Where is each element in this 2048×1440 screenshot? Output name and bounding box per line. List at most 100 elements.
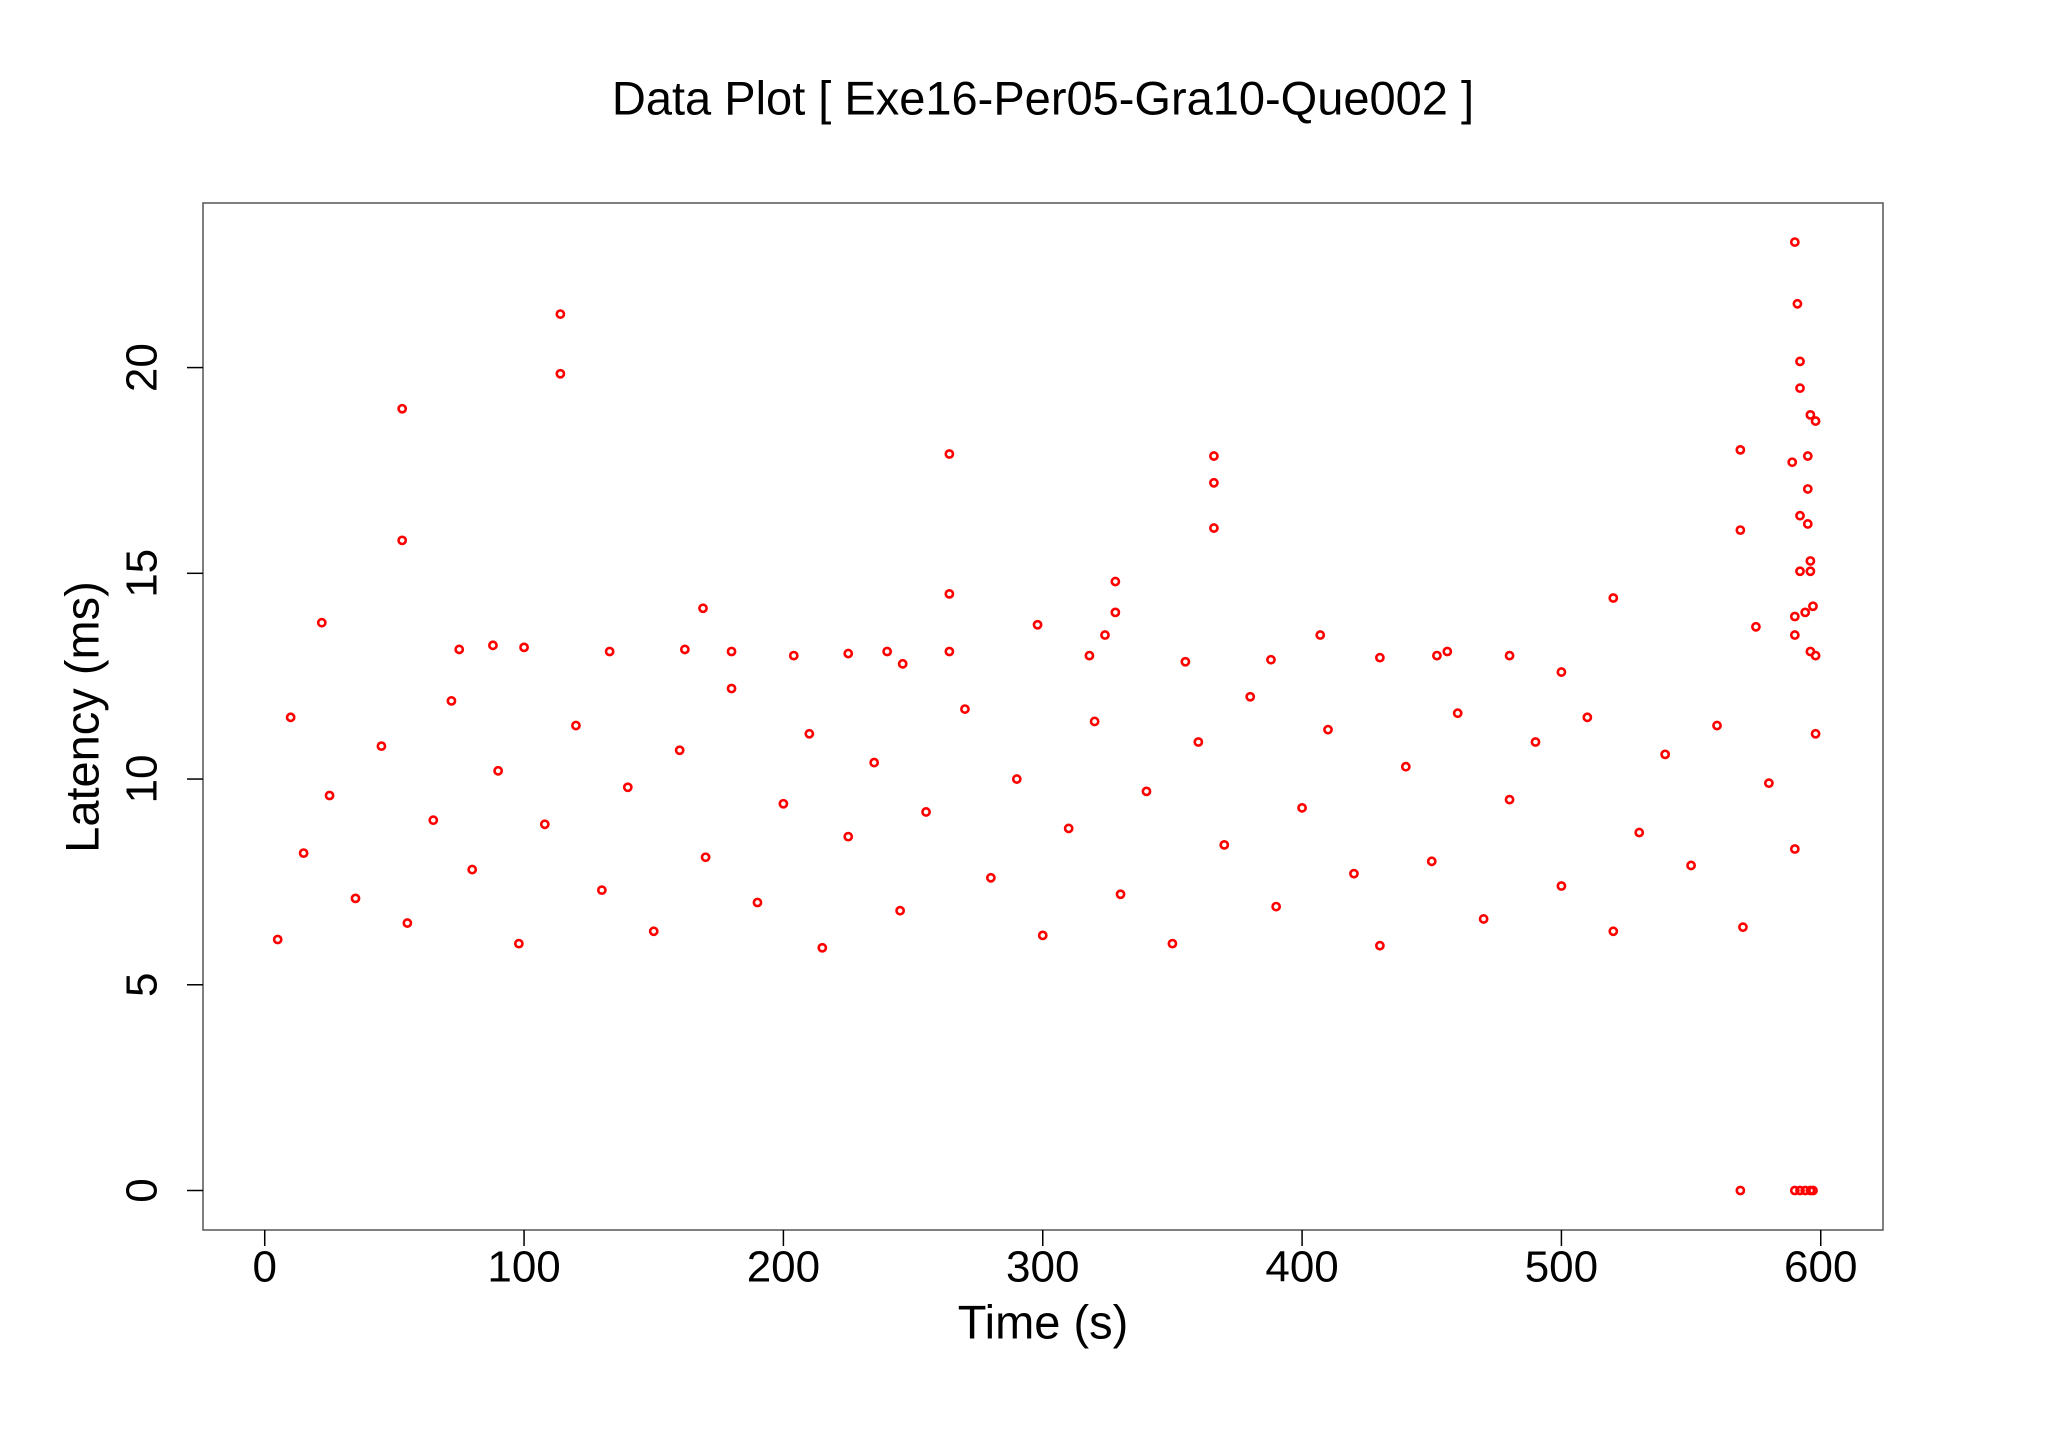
point <box>897 658 908 669</box>
point <box>539 819 550 830</box>
point <box>1787 457 1798 468</box>
point <box>698 603 708 614</box>
point <box>1115 889 1126 900</box>
x-tick-label: 200 <box>747 1243 820 1292</box>
point <box>428 815 439 826</box>
point <box>1209 523 1219 533</box>
point <box>1315 630 1326 640</box>
point <box>1219 839 1230 850</box>
point <box>944 588 955 599</box>
point <box>1795 566 1805 577</box>
point <box>804 728 815 739</box>
point <box>1792 298 1803 309</box>
point <box>1374 652 1385 663</box>
point <box>1735 525 1746 536</box>
point <box>1100 630 1110 640</box>
chart-title: Data Plot [ Exe16-Per05-Gra10-Que002 ] <box>612 71 1474 124</box>
point <box>1180 656 1191 667</box>
point <box>1805 410 1816 420</box>
plot-frame <box>202 202 1884 1231</box>
point <box>1712 720 1722 731</box>
point <box>1608 926 1619 937</box>
point <box>1795 510 1805 521</box>
y-axis-label: Latency (ms) <box>55 581 108 853</box>
point <box>944 646 955 657</box>
point <box>921 807 931 817</box>
point <box>1193 737 1204 747</box>
point <box>1808 1185 1818 1196</box>
point <box>726 683 737 694</box>
point <box>648 926 659 937</box>
point <box>817 942 828 953</box>
x-tick-label: 500 <box>1525 1243 1598 1292</box>
y-tick-label: 20 <box>118 343 167 392</box>
point <box>1209 451 1219 461</box>
x-tick-label: 400 <box>1265 1243 1338 1292</box>
point <box>788 650 799 661</box>
point <box>402 918 413 928</box>
point <box>1789 844 1800 854</box>
point <box>376 741 387 752</box>
point <box>1608 593 1619 603</box>
point <box>1037 930 1048 941</box>
point <box>1556 667 1567 677</box>
point <box>700 852 711 863</box>
point <box>1808 601 1818 612</box>
point <box>1795 383 1805 394</box>
point <box>1089 716 1100 727</box>
point <box>285 712 296 723</box>
point <box>1800 607 1811 618</box>
point <box>446 695 457 706</box>
point <box>1032 619 1043 630</box>
point <box>272 934 283 945</box>
point <box>298 848 309 859</box>
point <box>397 535 408 546</box>
point <box>1011 774 1022 784</box>
point <box>1110 576 1121 587</box>
point <box>1110 607 1121 618</box>
point <box>1802 484 1813 494</box>
point <box>1432 650 1442 661</box>
point <box>895 905 906 916</box>
point <box>1426 856 1437 867</box>
point <box>1795 356 1805 367</box>
point <box>843 831 854 842</box>
point <box>1245 691 1256 702</box>
point <box>1789 237 1800 247</box>
point <box>1084 650 1095 661</box>
point <box>679 644 690 655</box>
point <box>1167 938 1178 949</box>
point <box>1442 646 1453 657</box>
point <box>1209 477 1219 488</box>
point <box>1735 1185 1746 1196</box>
point <box>488 640 498 651</box>
point <box>1400 761 1411 772</box>
point <box>454 644 465 655</box>
x-tick-label: 0 <box>252 1243 276 1292</box>
point <box>1063 823 1074 834</box>
point <box>316 617 327 628</box>
point <box>778 798 789 809</box>
point <box>752 897 763 908</box>
point <box>1374 940 1385 951</box>
point <box>843 648 854 659</box>
point <box>1478 914 1489 924</box>
point <box>1802 519 1813 529</box>
point <box>1634 827 1645 838</box>
point <box>1349 868 1359 879</box>
point <box>1504 794 1515 805</box>
x-tick-label: 100 <box>487 1243 560 1292</box>
point <box>519 642 529 653</box>
point <box>1556 881 1567 891</box>
point <box>555 368 566 379</box>
point <box>1805 556 1816 566</box>
point <box>493 765 504 776</box>
point <box>324 790 335 801</box>
y-tick-label: 0 <box>118 1178 167 1202</box>
point <box>1271 901 1282 912</box>
point <box>513 938 524 949</box>
point <box>960 704 970 714</box>
point <box>1802 451 1813 461</box>
point <box>944 449 955 459</box>
